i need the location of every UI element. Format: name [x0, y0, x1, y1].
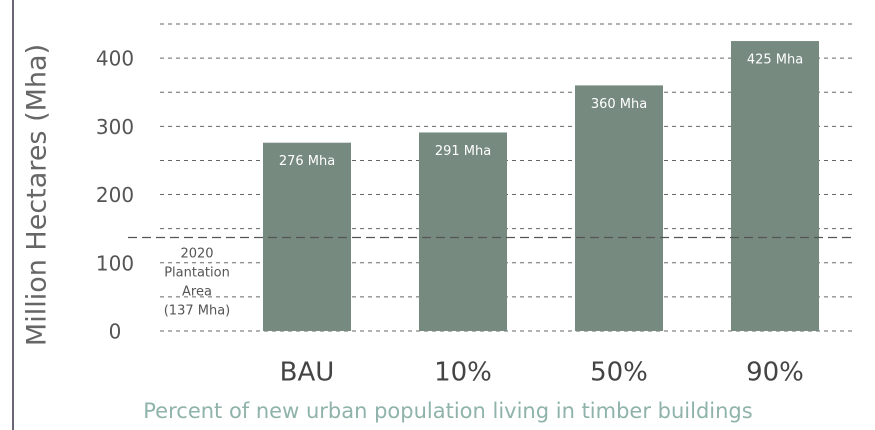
reference-label: Plantation	[164, 266, 230, 281]
reference-label: 2020	[180, 247, 213, 262]
y-tick-label: 100	[96, 251, 134, 275]
y-tick-label: 400	[96, 47, 134, 71]
bar	[731, 41, 819, 332]
value-label: 360 Mha	[591, 97, 647, 112]
y-tick-label: 200	[96, 183, 134, 207]
reference-label: Area	[182, 285, 212, 300]
value-label: 276 Mha	[279, 154, 335, 169]
bar	[419, 132, 507, 331]
y-tick-label: 300	[96, 115, 134, 139]
y-tick-label: 0	[109, 320, 122, 344]
y-axis-title: Million Hectares (Mha)	[22, 44, 53, 346]
x-tick-label: 10%	[434, 358, 492, 388]
x-tick-label: 50%	[590, 358, 648, 388]
bar	[263, 142, 351, 331]
reference-label: (137 Mha)	[164, 304, 231, 319]
x-tick-label: 90%	[746, 358, 804, 388]
x-tick-label: BAU	[280, 358, 335, 388]
bar	[575, 85, 663, 332]
x-axis-title: Percent of new urban population living i…	[143, 399, 752, 423]
value-label: 291 Mha	[435, 144, 491, 159]
value-label: 425 Mha	[747, 53, 803, 68]
